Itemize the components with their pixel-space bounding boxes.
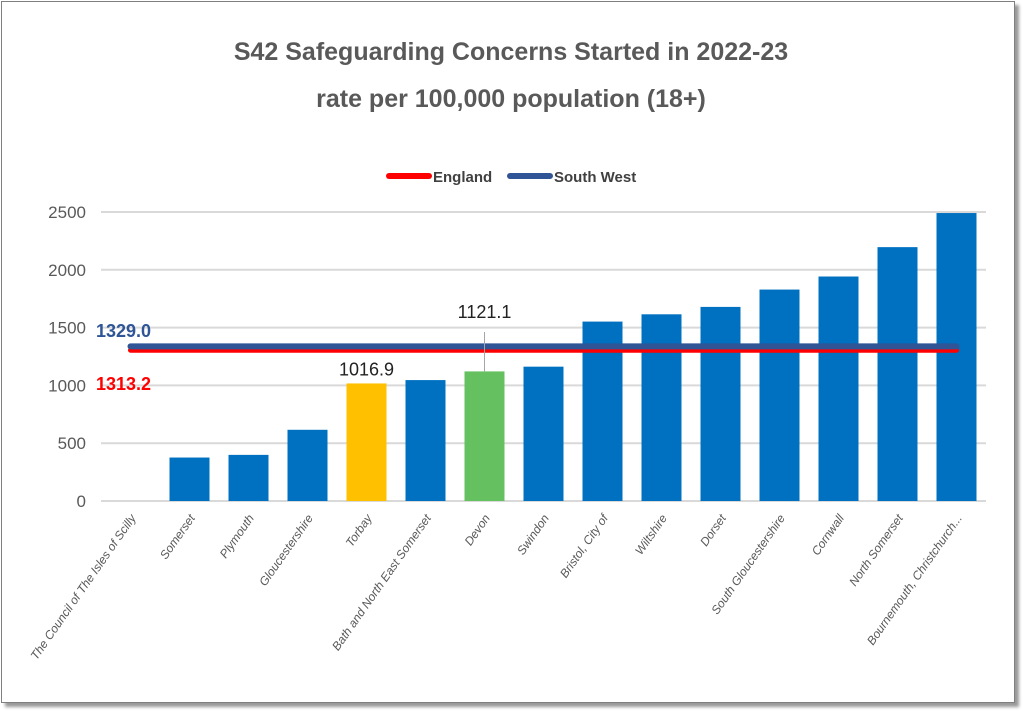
x-tick-label: Wiltshire <box>632 511 670 557</box>
data-label: 1016.9 <box>339 359 394 379</box>
x-tick-label: The Council of The Isles of Scilly <box>28 511 140 662</box>
data-label: 1121.1 <box>458 302 512 322</box>
x-tick-label: Cornwall <box>809 511 847 558</box>
legend-label-england: England <box>433 169 492 186</box>
chart-title: S42 Safeguarding Concerns Started in 202… <box>234 38 788 66</box>
england-value-label: 1313.2 <box>96 374 151 394</box>
bar <box>523 366 564 501</box>
x-tick-label: North Somerset <box>846 511 906 588</box>
bar <box>228 454 269 501</box>
x-tick-label: Bristol, City of <box>557 510 612 580</box>
y-tick-label: 0 <box>77 492 86 511</box>
bar <box>464 371 505 501</box>
x-tick-label: Gloucestershire <box>256 511 316 588</box>
x-tick-label: Somerset <box>157 511 198 562</box>
bar <box>877 247 918 501</box>
bar <box>405 380 446 501</box>
x-tick-label: Bath and North East Somerset <box>329 511 434 653</box>
y-tick-label: 2500 <box>48 203 86 222</box>
bar <box>818 276 859 501</box>
legend: England South West <box>386 169 636 186</box>
bar <box>759 289 800 501</box>
x-tick-label: Devon <box>462 511 494 548</box>
x-tick-label: Plymouth <box>217 511 257 560</box>
y-tick-label: 500 <box>58 434 86 453</box>
legend-label-south-west: South West <box>554 169 636 186</box>
y-tick-label: 1000 <box>48 376 86 395</box>
x-tick-label: Torbay <box>343 511 376 550</box>
y-tick-label: 1500 <box>48 319 86 338</box>
y-tick-label: 2000 <box>48 261 86 280</box>
south-west-value-label: 1329.0 <box>96 321 151 341</box>
bar <box>169 457 210 501</box>
bar <box>700 306 741 501</box>
bar <box>641 314 682 501</box>
bar <box>346 383 387 501</box>
x-tick-label: Swindon <box>514 511 552 557</box>
chart-subtitle: rate per 100,000 population (18+) <box>316 85 706 113</box>
bar <box>287 429 328 501</box>
x-tick-label: Dorset <box>697 511 729 549</box>
bar <box>936 213 977 501</box>
